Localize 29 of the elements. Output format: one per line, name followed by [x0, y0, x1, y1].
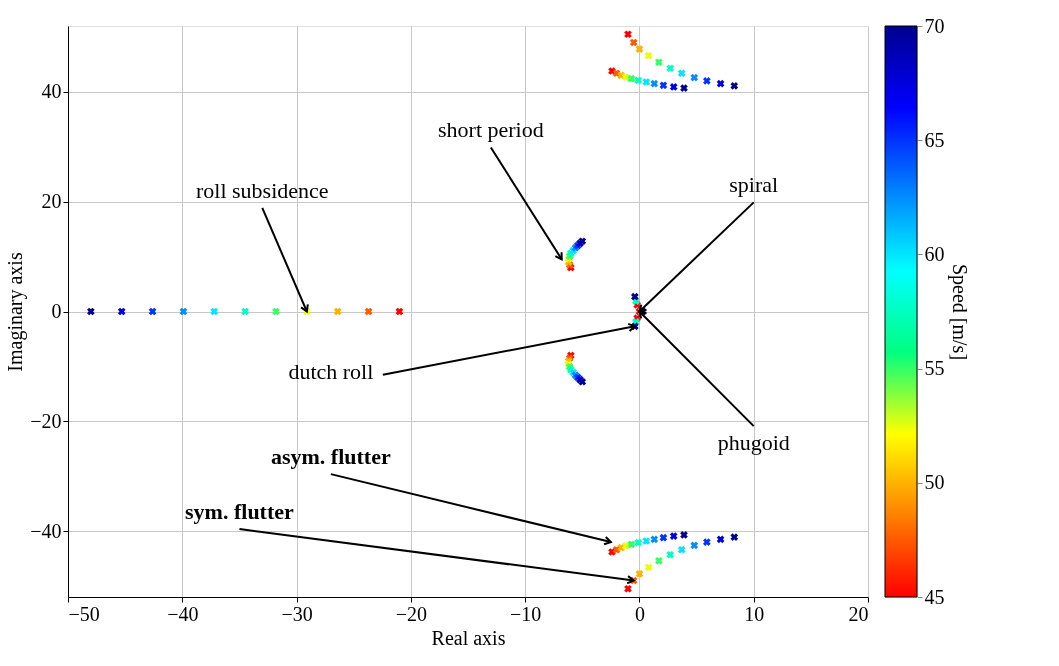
y-axis-title: Imaginary axis: [4, 252, 28, 372]
annotation: asym. flutter: [270, 444, 391, 469]
annotation: dutch roll: [288, 358, 374, 384]
x-tick-label: 20: [848, 602, 869, 625]
y-tick-label: 20: [41, 190, 62, 213]
annotation: roll subsidence: [195, 177, 329, 203]
x-tick-label: 10: [744, 602, 765, 625]
color-bar-label: 55: [924, 357, 945, 380]
annotation: short period: [438, 117, 544, 143]
y-tick-label: −20: [30, 409, 62, 432]
y-tick-label: 40: [41, 80, 62, 103]
color-bar-label: 60: [924, 242, 945, 265]
annotation: sym. flutter: [185, 498, 295, 524]
annotation: phugoid: [717, 430, 790, 456]
x-tick-label: −30: [281, 602, 313, 625]
x-tick-label: −10: [510, 602, 542, 625]
x-tick-label: −20: [395, 602, 427, 625]
y-tick-label: 0: [51, 300, 62, 322]
color-bar-label: 65: [924, 128, 945, 151]
color-bar-label: 45: [924, 585, 945, 608]
color-bar-title: Speed [m/s]: [947, 263, 971, 361]
x-tick-label: −50: [68, 602, 100, 625]
x-tick-label: −40: [167, 602, 199, 625]
x-tick-label: 0: [634, 602, 645, 625]
x-axis-title: Real axis: [431, 626, 506, 649]
color-bar-label: 70: [924, 14, 945, 37]
y-tick-label: −40: [30, 519, 62, 542]
annotation: spiral: [729, 172, 779, 198]
color-bar-label: 50: [924, 471, 945, 494]
